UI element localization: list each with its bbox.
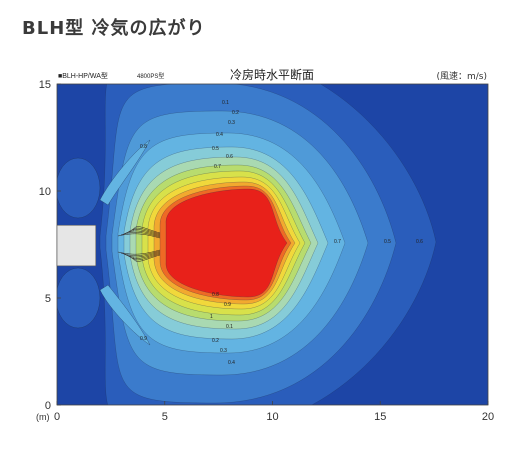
y-tick-label: 5 bbox=[45, 293, 51, 305]
contour-value-label: 0.5 bbox=[384, 239, 391, 245]
chart-title: 冷房時水平断面 bbox=[230, 67, 314, 82]
contour-value-label: 0.7 bbox=[214, 164, 221, 170]
x-tick-label: 0 bbox=[54, 411, 60, 423]
contour-band bbox=[165, 188, 288, 298]
contour-line bbox=[129, 253, 161, 261]
contour-line bbox=[117, 233, 161, 239]
model-sublabel: 4800PS型 bbox=[137, 72, 164, 80]
contour-value-label: 0.2 bbox=[212, 338, 219, 344]
model-label: ■BLH-HP/WA型 bbox=[58, 71, 108, 80]
contour-value-label: 0.4 bbox=[228, 360, 235, 366]
swirl-region bbox=[99, 139, 151, 206]
contour-value-label: 0.1 bbox=[226, 324, 233, 330]
y-tick-label: 10 bbox=[39, 186, 51, 198]
page-title: BLH型 冷気の広がり bbox=[22, 18, 206, 39]
y-tick-label: 15 bbox=[39, 79, 51, 91]
contour-value-label: 0.7 bbox=[334, 239, 341, 245]
contour-value-label: 0.9 bbox=[140, 336, 147, 342]
y-tick-label: 0 bbox=[45, 400, 51, 412]
contour-value-label: 0.6 bbox=[226, 154, 233, 160]
contour-line bbox=[132, 226, 161, 234]
contour-line bbox=[129, 227, 161, 235]
contour-line bbox=[126, 252, 161, 259]
x-tick-label: 10 bbox=[266, 411, 278, 423]
contour-line bbox=[123, 251, 161, 258]
x-tick-label: 20 bbox=[482, 411, 494, 423]
swirl-region bbox=[99, 284, 151, 346]
contour-line bbox=[126, 229, 161, 236]
contour-value-label: 0.9 bbox=[224, 302, 231, 308]
indoor-unit-box bbox=[56, 224, 97, 267]
contour-value-label: 0.8 bbox=[140, 144, 147, 150]
plot-area bbox=[57, 84, 488, 405]
contour-value-label: 0.2 bbox=[232, 110, 239, 116]
x-tick-label: 5 bbox=[162, 411, 168, 423]
x-tick-label: 15 bbox=[374, 411, 386, 423]
x-unit-label: (m) bbox=[36, 412, 50, 422]
contour-line bbox=[117, 249, 161, 255]
contour-line bbox=[132, 254, 161, 262]
contour-value-label: 0.5 bbox=[212, 146, 219, 152]
contour-value-label: 0.1 bbox=[222, 100, 229, 106]
axis-ticks: 0 5 10 15 20 0 5 10 15 bbox=[39, 79, 494, 423]
wind-speed-unit-label: (風速：m/s) bbox=[436, 71, 487, 82]
contour-line bbox=[123, 230, 161, 237]
contour-value-label: 0.4 bbox=[216, 132, 223, 138]
contour-value-label: 0.3 bbox=[220, 348, 227, 354]
swirl-region bbox=[57, 267, 101, 329]
contour-value-label: 0.3 bbox=[228, 120, 235, 126]
swirl-region bbox=[57, 157, 101, 219]
contour-value-label: 1 bbox=[210, 314, 213, 320]
contour-value-label: 0.8 bbox=[212, 292, 219, 298]
contour-value-label: 0.6 bbox=[416, 239, 423, 245]
